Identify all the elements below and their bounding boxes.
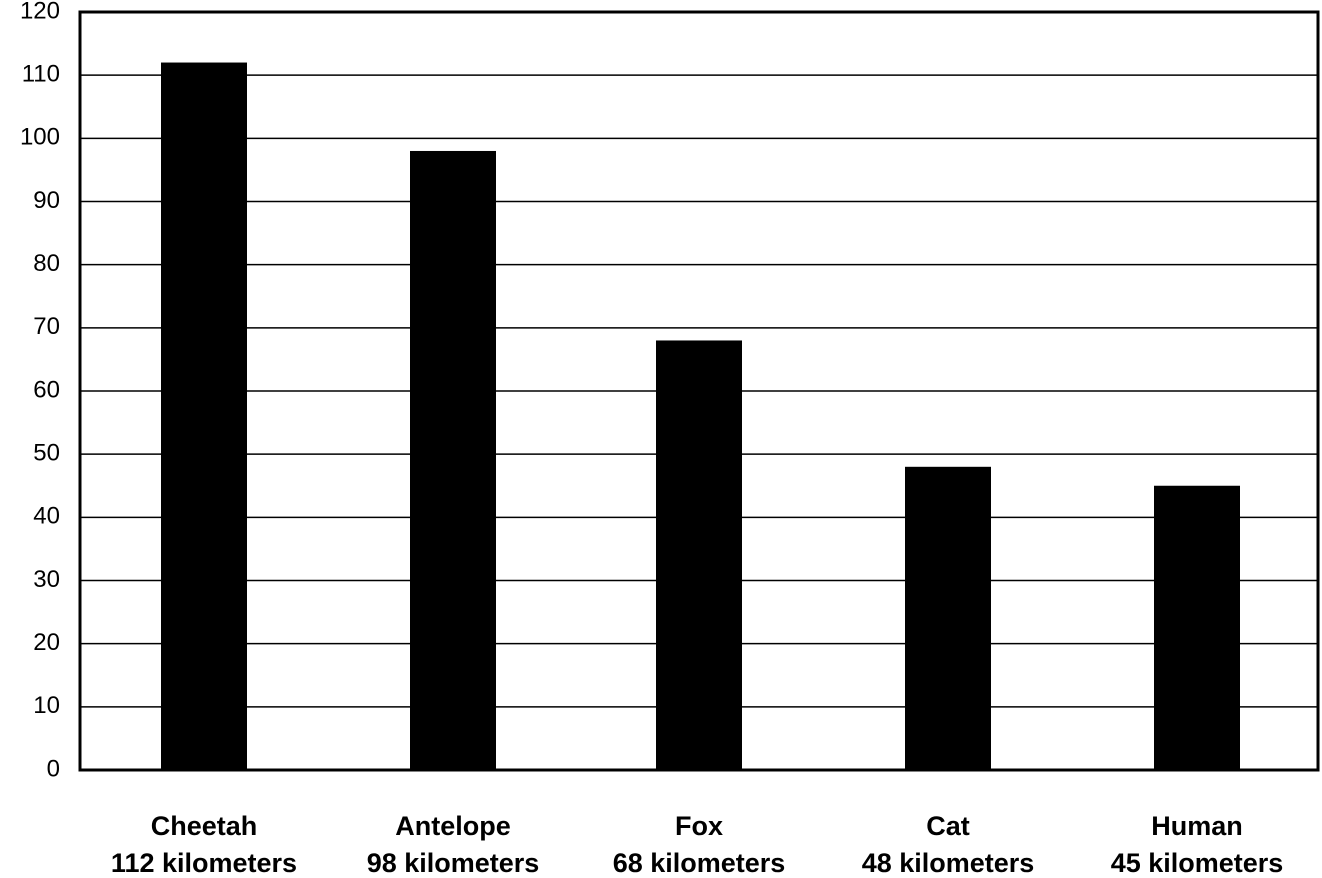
y-tick-label: 40 — [33, 503, 60, 530]
plot-frame — [78, 10, 1320, 772]
value-label: 112 kilometers — [111, 848, 297, 878]
bar-antelope — [410, 150, 496, 770]
value-label: 48 kilometers — [862, 848, 1035, 878]
value-label: 98 kilometers — [367, 848, 540, 878]
y-tick-label: 120 — [20, 0, 60, 24]
category-label: Antelope — [395, 811, 511, 841]
bar-cheetah — [161, 62, 247, 771]
y-tick-label: 50 — [33, 440, 60, 467]
bar-human — [1154, 485, 1240, 770]
y-tick-label: 10 — [33, 692, 60, 719]
value-label: 45 kilometers — [1111, 848, 1284, 878]
y-axis-tick-labels: 0 10 20 30 40 50 60 70 80 90 100 110 120 — [20, 0, 60, 782]
y-tick-label: 30 — [33, 566, 60, 593]
y-tick-label: 90 — [33, 187, 60, 214]
category-labels: Cheetah 112 kilometers Antelope 98 kilomete… — [111, 811, 1283, 878]
y-tick-label: 110 — [22, 61, 60, 88]
y-tick-label: 60 — [33, 376, 60, 403]
y-tick-label: 20 — [33, 629, 60, 656]
bar-cat — [905, 466, 991, 770]
y-tick-label: 80 — [33, 250, 60, 277]
bar-fox — [656, 340, 742, 770]
category-label: Cheetah — [151, 811, 258, 841]
bars — [161, 62, 1240, 771]
category-label: Human — [1151, 811, 1243, 841]
y-tick-label: 0 — [47, 755, 60, 782]
category-label: Fox — [675, 811, 723, 841]
category-label: Cat — [926, 811, 970, 841]
y-tick-label: 70 — [33, 313, 60, 340]
value-label: 68 kilometers — [613, 848, 786, 878]
y-tick-label: 100 — [20, 124, 60, 151]
